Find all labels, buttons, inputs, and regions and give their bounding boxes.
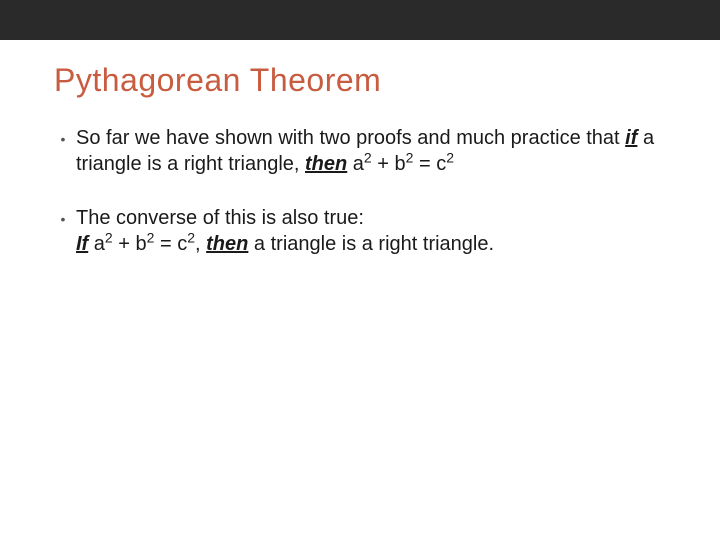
superscript: 2 (187, 229, 195, 245)
text-run: + b (372, 153, 406, 175)
bullet-dot-icon: • (54, 125, 72, 148)
bullet-text: So far we have shown with two proofs and… (76, 125, 666, 177)
bullet-item: • The converse of this is also true: If a… (54, 205, 666, 257)
slide-content: • So far we have shown with two proofs a… (0, 99, 720, 257)
text-run: a (347, 153, 364, 175)
text-run: + b (113, 233, 147, 255)
text-run: a triangle is a right triangle. (248, 233, 494, 255)
slide-body: Pythagorean Theorem • So far we have sho… (0, 40, 720, 257)
superscript: 2 (446, 149, 454, 165)
keyword-then: then (206, 233, 248, 255)
bullet-item: • So far we have shown with two proofs a… (54, 125, 666, 177)
text-run: = c (154, 233, 187, 255)
top-accent-bar (0, 0, 720, 40)
superscript: 2 (364, 149, 372, 165)
text-run: The converse of this is also true: (76, 207, 364, 229)
text-run: , (195, 233, 206, 255)
bullet-dot-icon: • (54, 205, 72, 228)
text-run: So far we have shown with two proofs and… (76, 127, 625, 149)
keyword-if: if (625, 127, 637, 149)
keyword-if: If (76, 233, 88, 255)
slide-title: Pythagorean Theorem (0, 40, 720, 99)
text-run: = c (413, 153, 446, 175)
keyword-then: then (305, 153, 347, 175)
text-run: a (88, 233, 105, 255)
superscript: 2 (105, 229, 113, 245)
bullet-text: The converse of this is also true:If a2 … (76, 205, 666, 257)
